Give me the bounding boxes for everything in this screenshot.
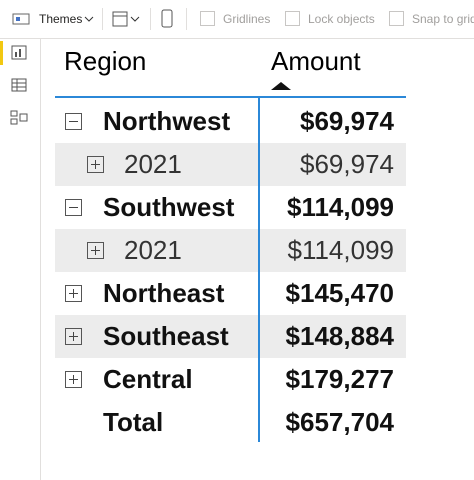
row-label: Central [103, 364, 193, 394]
row-label: 2021 [124, 235, 182, 265]
row-label: Southwest [103, 192, 235, 222]
sidebar [0, 39, 41, 480]
expand-toggle[interactable] [87, 242, 104, 259]
data-view[interactable] [10, 76, 28, 94]
gridlines-checkbox[interactable] [200, 11, 215, 26]
amount-cell: $657,704 [285, 407, 394, 437]
expand-toggle[interactable] [65, 199, 82, 216]
matrix-row: 2021 $69,974 [55, 143, 406, 186]
report-view[interactable] [10, 44, 28, 62]
expand-toggle[interactable] [65, 113, 82, 130]
snap-label: Snap to grid [412, 12, 474, 26]
amount-cell: $145,470 [285, 278, 394, 308]
themes-button[interactable]: Themes [39, 12, 83, 26]
lock-label: Lock objects [308, 12, 375, 26]
row-label: Northwest [103, 106, 231, 136]
model-view[interactable] [10, 108, 28, 126]
layout-button[interactable] [111, 10, 143, 28]
expand-toggle[interactable] [65, 328, 82, 345]
mobile-button[interactable] [160, 9, 174, 29]
matrix-row: Southeast $148,884 [55, 315, 406, 358]
amount-cell: $114,099 [287, 235, 394, 265]
row-label: 2021 [124, 149, 182, 179]
header-region[interactable]: Region [64, 46, 147, 76]
amount-cell: $69,974 [300, 106, 394, 136]
amount-cell: $114,099 [286, 192, 394, 222]
header-border [55, 96, 406, 98]
snap-checkbox[interactable] [389, 11, 404, 26]
matrix-row: Northeast $145,470 [55, 272, 406, 315]
row-label: Northeast [103, 278, 225, 308]
lock-checkbox[interactable] [285, 11, 300, 26]
matrix-row: Central $179,277 [55, 358, 406, 401]
expand-toggle[interactable] [65, 371, 82, 388]
amount-cell: $179,277 [285, 364, 394, 394]
matrix-row: Southwest $114,099 [55, 186, 406, 229]
expand-toggle[interactable] [65, 285, 82, 302]
expand-toggle[interactable] [87, 156, 104, 173]
row-label: Total [103, 407, 164, 437]
toolbar: Themes Gridlines Lock objects Snap to gr… [0, 0, 474, 39]
sort-arrow [271, 82, 291, 90]
themes-icon [12, 13, 30, 25]
matrix-row: Total $657,704 [55, 401, 406, 444]
amount-cell: $69,974 [300, 149, 394, 179]
column-border [258, 98, 260, 442]
row-label: Southeast [103, 321, 229, 351]
amount-cell: $148,884 [285, 321, 394, 351]
gridlines-label: Gridlines [223, 12, 271, 26]
matrix-row: 2021 $114,099 [55, 229, 406, 272]
header-amount[interactable]: Amount [271, 46, 361, 76]
chevron [84, 16, 94, 22]
matrix-row: Northwest $69,974 [55, 100, 406, 143]
